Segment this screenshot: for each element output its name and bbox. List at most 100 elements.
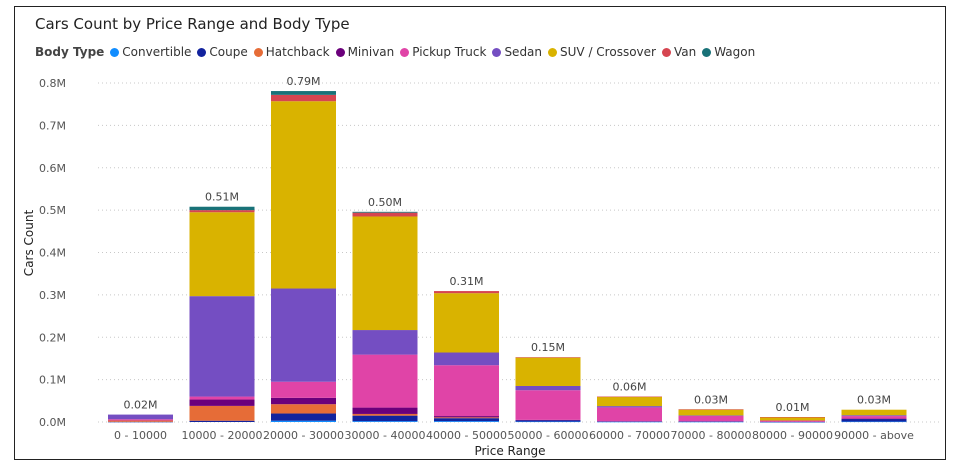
y-tick-label: 0.4M bbox=[39, 247, 66, 260]
legend-label: Minivan bbox=[347, 45, 395, 59]
legend-item[interactable]: Wagon bbox=[702, 45, 755, 59]
legend-item[interactable]: Hatchback bbox=[253, 45, 330, 59]
data-label: 0.31M bbox=[450, 275, 484, 288]
bar-segment bbox=[760, 417, 825, 421]
x-tick-label: 10000 - 20000 bbox=[182, 429, 263, 442]
y-tick-label: 0.6M bbox=[39, 162, 66, 175]
bar-segment bbox=[841, 409, 907, 416]
bar-segment bbox=[841, 418, 907, 420]
data-label: 0.06M bbox=[613, 381, 647, 394]
y-tick-label: 0.5M bbox=[39, 204, 66, 217]
bar-segment bbox=[271, 420, 336, 422]
bar-segment bbox=[597, 421, 662, 422]
x-tick-label: 40000 - 50000 bbox=[426, 429, 507, 442]
bar-segment bbox=[189, 396, 255, 400]
bar-segment bbox=[515, 419, 581, 421]
bar-segment bbox=[352, 415, 418, 422]
bar-segment bbox=[841, 415, 907, 417]
data-label: 0.02M bbox=[124, 399, 158, 412]
bar-segment bbox=[352, 330, 418, 355]
legend-swatch bbox=[492, 47, 502, 57]
y-tick-label: 0.0M bbox=[39, 416, 66, 429]
bar-segment bbox=[271, 288, 336, 382]
bar-segment bbox=[434, 291, 499, 294]
bar-segment bbox=[434, 421, 499, 422]
legend-item[interactable]: SUV / Crossover bbox=[548, 45, 656, 59]
bar-segment bbox=[271, 397, 336, 405]
legend-swatch bbox=[335, 47, 345, 57]
bar-segment bbox=[108, 420, 173, 422]
bar-segment bbox=[189, 420, 255, 422]
x-tick-label: 0 - 10000 bbox=[114, 429, 167, 442]
legend-item[interactable]: Pickup Truck bbox=[400, 45, 486, 59]
x-axis-title: Price Range bbox=[474, 444, 545, 458]
x-tick-label: 30000 - 40000 bbox=[345, 429, 426, 442]
bar-segment bbox=[760, 421, 825, 423]
legend-item[interactable]: Minivan bbox=[335, 45, 395, 59]
legend-label: Sedan bbox=[504, 45, 543, 59]
bar-segment bbox=[597, 421, 662, 423]
bar-segment bbox=[352, 421, 418, 422]
bar-segment bbox=[189, 296, 255, 397]
bar-segment bbox=[597, 396, 662, 407]
data-label: 0.51M bbox=[205, 191, 239, 204]
legend-swatch bbox=[110, 47, 120, 57]
bar-segment bbox=[515, 390, 581, 420]
bar-segment bbox=[760, 417, 825, 418]
legend-label: Convertible bbox=[122, 45, 192, 59]
y-axis-title: Cars Count bbox=[22, 210, 36, 277]
bar-segment bbox=[678, 409, 744, 410]
bar-segment bbox=[678, 415, 744, 416]
legend-item[interactable]: Coupe bbox=[197, 45, 248, 59]
bar-segment bbox=[515, 385, 581, 391]
bar-segment bbox=[352, 211, 418, 213]
bar-segment bbox=[434, 418, 499, 422]
bar-segment bbox=[434, 365, 499, 417]
bar-segment bbox=[352, 216, 418, 331]
legend-swatch bbox=[548, 47, 558, 57]
legend-item[interactable]: Van bbox=[661, 45, 696, 59]
bar-segment bbox=[271, 381, 336, 398]
legend-item[interactable]: Convertible bbox=[110, 45, 191, 59]
legend-swatch bbox=[197, 47, 207, 57]
bar-segment bbox=[515, 420, 581, 422]
bar-segment bbox=[189, 210, 255, 213]
bar-segment bbox=[678, 421, 744, 422]
legend-label: Wagon bbox=[714, 45, 756, 59]
bar-segment bbox=[352, 407, 418, 414]
legend-label: Hatchback bbox=[265, 45, 330, 59]
x-tick-label: 20000 - 30000 bbox=[263, 429, 344, 442]
bar-segment bbox=[108, 419, 173, 421]
bar-segment bbox=[189, 206, 255, 211]
bar-segment bbox=[841, 416, 907, 419]
bar-segment bbox=[108, 421, 173, 423]
chart-title: Cars Count by Price Range and Body Type bbox=[35, 15, 350, 33]
x-tick-label: 60000 - 70000 bbox=[589, 429, 670, 442]
bar-segment bbox=[434, 293, 499, 353]
bar-segment bbox=[108, 414, 173, 420]
y-tick-label: 0.3M bbox=[39, 289, 66, 302]
bar-segment bbox=[515, 357, 581, 358]
bar-segment bbox=[434, 416, 499, 418]
bar-segment bbox=[352, 354, 418, 408]
bar-segment bbox=[597, 407, 662, 422]
legend-title: Body Type bbox=[35, 45, 105, 59]
bar-segment bbox=[189, 212, 255, 297]
bar-segment bbox=[841, 421, 907, 423]
legend-item[interactable]: Sedan bbox=[492, 45, 542, 59]
bar-segment bbox=[271, 91, 336, 95]
bar-segment bbox=[189, 399, 255, 406]
bar-segment bbox=[434, 417, 499, 419]
legend-label: Coupe bbox=[209, 45, 248, 59]
legend-label: SUV / Crossover bbox=[560, 45, 656, 59]
bar-segment bbox=[271, 101, 336, 289]
bar-segment bbox=[271, 413, 336, 421]
data-label: 0.01M bbox=[776, 401, 810, 414]
legend-swatch bbox=[702, 47, 712, 57]
data-label: 0.03M bbox=[694, 393, 728, 406]
legend-swatch bbox=[661, 47, 671, 57]
bar-segment bbox=[271, 404, 336, 414]
x-tick-label: 50000 - 60000 bbox=[508, 429, 589, 442]
y-tick-label: 0.8M bbox=[39, 77, 66, 90]
